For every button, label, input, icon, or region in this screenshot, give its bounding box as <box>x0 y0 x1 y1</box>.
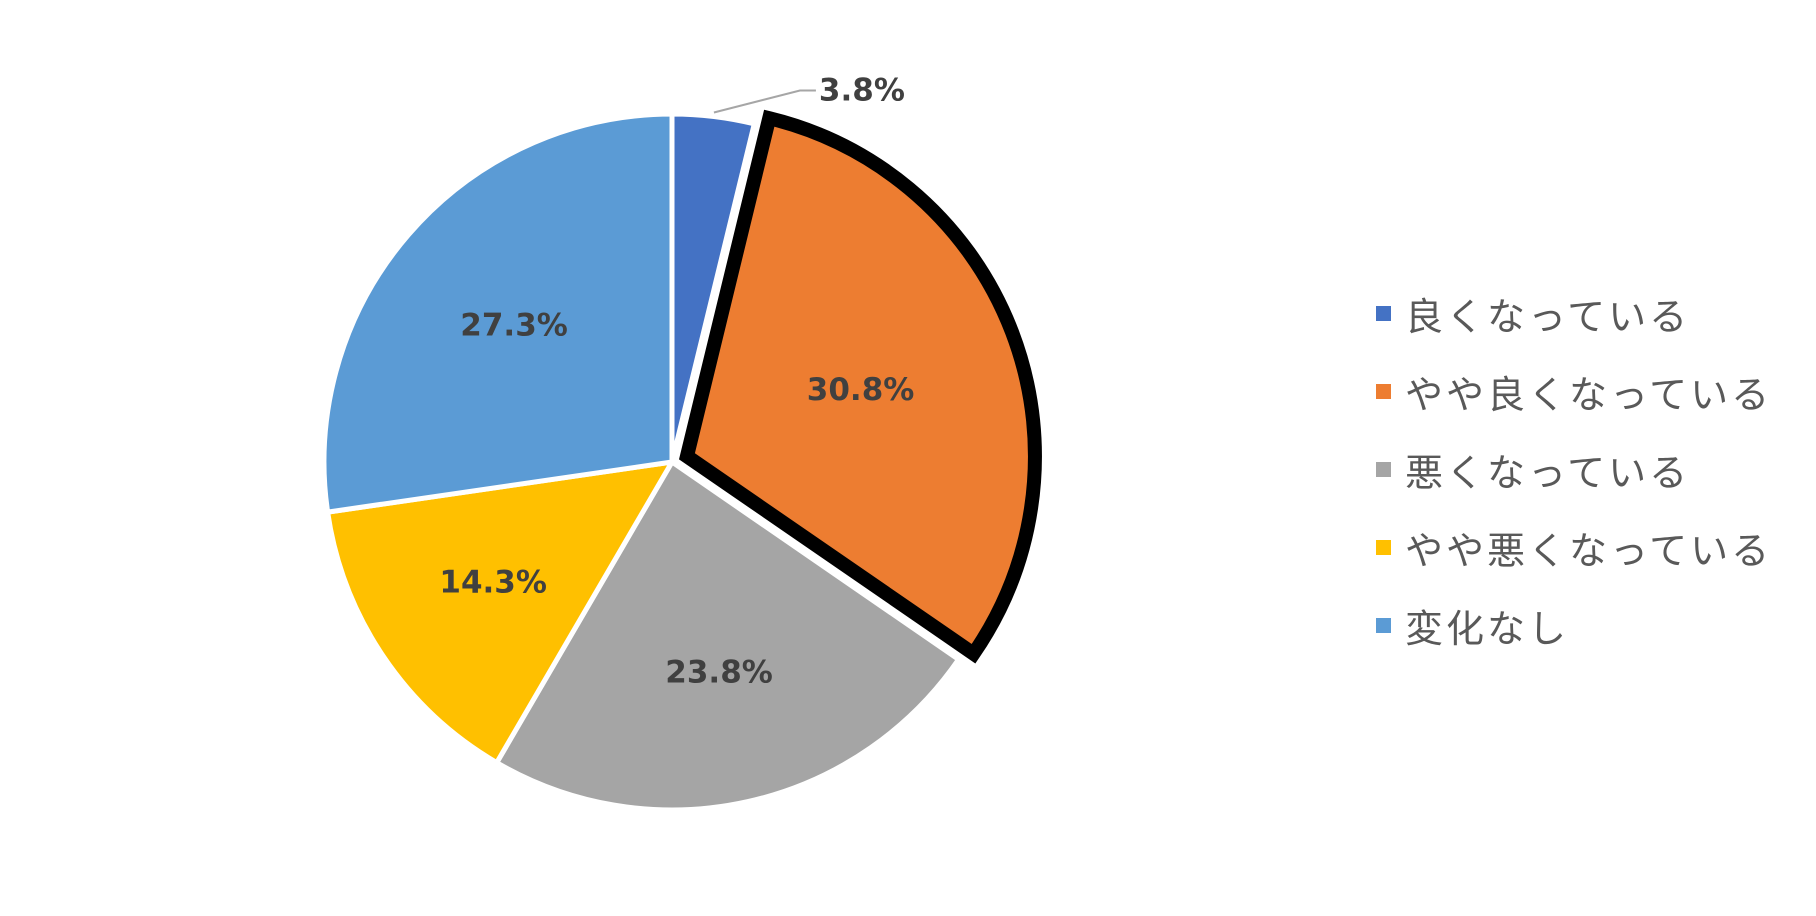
legend-swatch-3 <box>1376 539 1391 555</box>
data-label-4: 27.3% <box>460 307 568 343</box>
legend-item-4[interactable]: 変化なし <box>1376 586 1772 664</box>
legend-label-3: やや悪くなっている <box>1405 528 1773 573</box>
legend-swatch-2 <box>1376 461 1391 477</box>
legend-item-1[interactable]: やや良くなっている <box>1376 352 1772 430</box>
leader-line-0 <box>713 89 816 114</box>
legend: 良くなっている やや良くなっている 悪くなっている やや悪くなっている 変化なし <box>1376 274 1772 664</box>
legend-swatch-1 <box>1376 383 1391 399</box>
pie-slice-2[interactable] <box>494 459 962 813</box>
data-label-1: 30.8% <box>807 372 915 408</box>
legend-swatch-0 <box>1376 305 1391 321</box>
legend-label-1: やや良くなっている <box>1405 372 1773 417</box>
legend-label-4: 変化なし <box>1405 606 1570 651</box>
pie-slice-3[interactable] <box>325 459 675 766</box>
legend-item-3[interactable]: やや悪くなっている <box>1376 508 1772 586</box>
data-label-0: 3.8% <box>819 73 905 109</box>
highlight-outline <box>679 109 1042 664</box>
legend-label-2: 悪くなっている <box>1405 450 1691 495</box>
data-label-3: 14.3% <box>439 565 547 601</box>
legend-swatch-4 <box>1376 617 1391 633</box>
data-label-2: 23.8% <box>665 655 773 691</box>
legend-item-0[interactable]: 良くなっている <box>1376 274 1772 352</box>
legend-label-0: 良くなっている <box>1405 294 1691 339</box>
legend-item-2[interactable]: 悪くなっている <box>1376 430 1772 508</box>
pie-slice-4[interactable] <box>321 111 675 515</box>
